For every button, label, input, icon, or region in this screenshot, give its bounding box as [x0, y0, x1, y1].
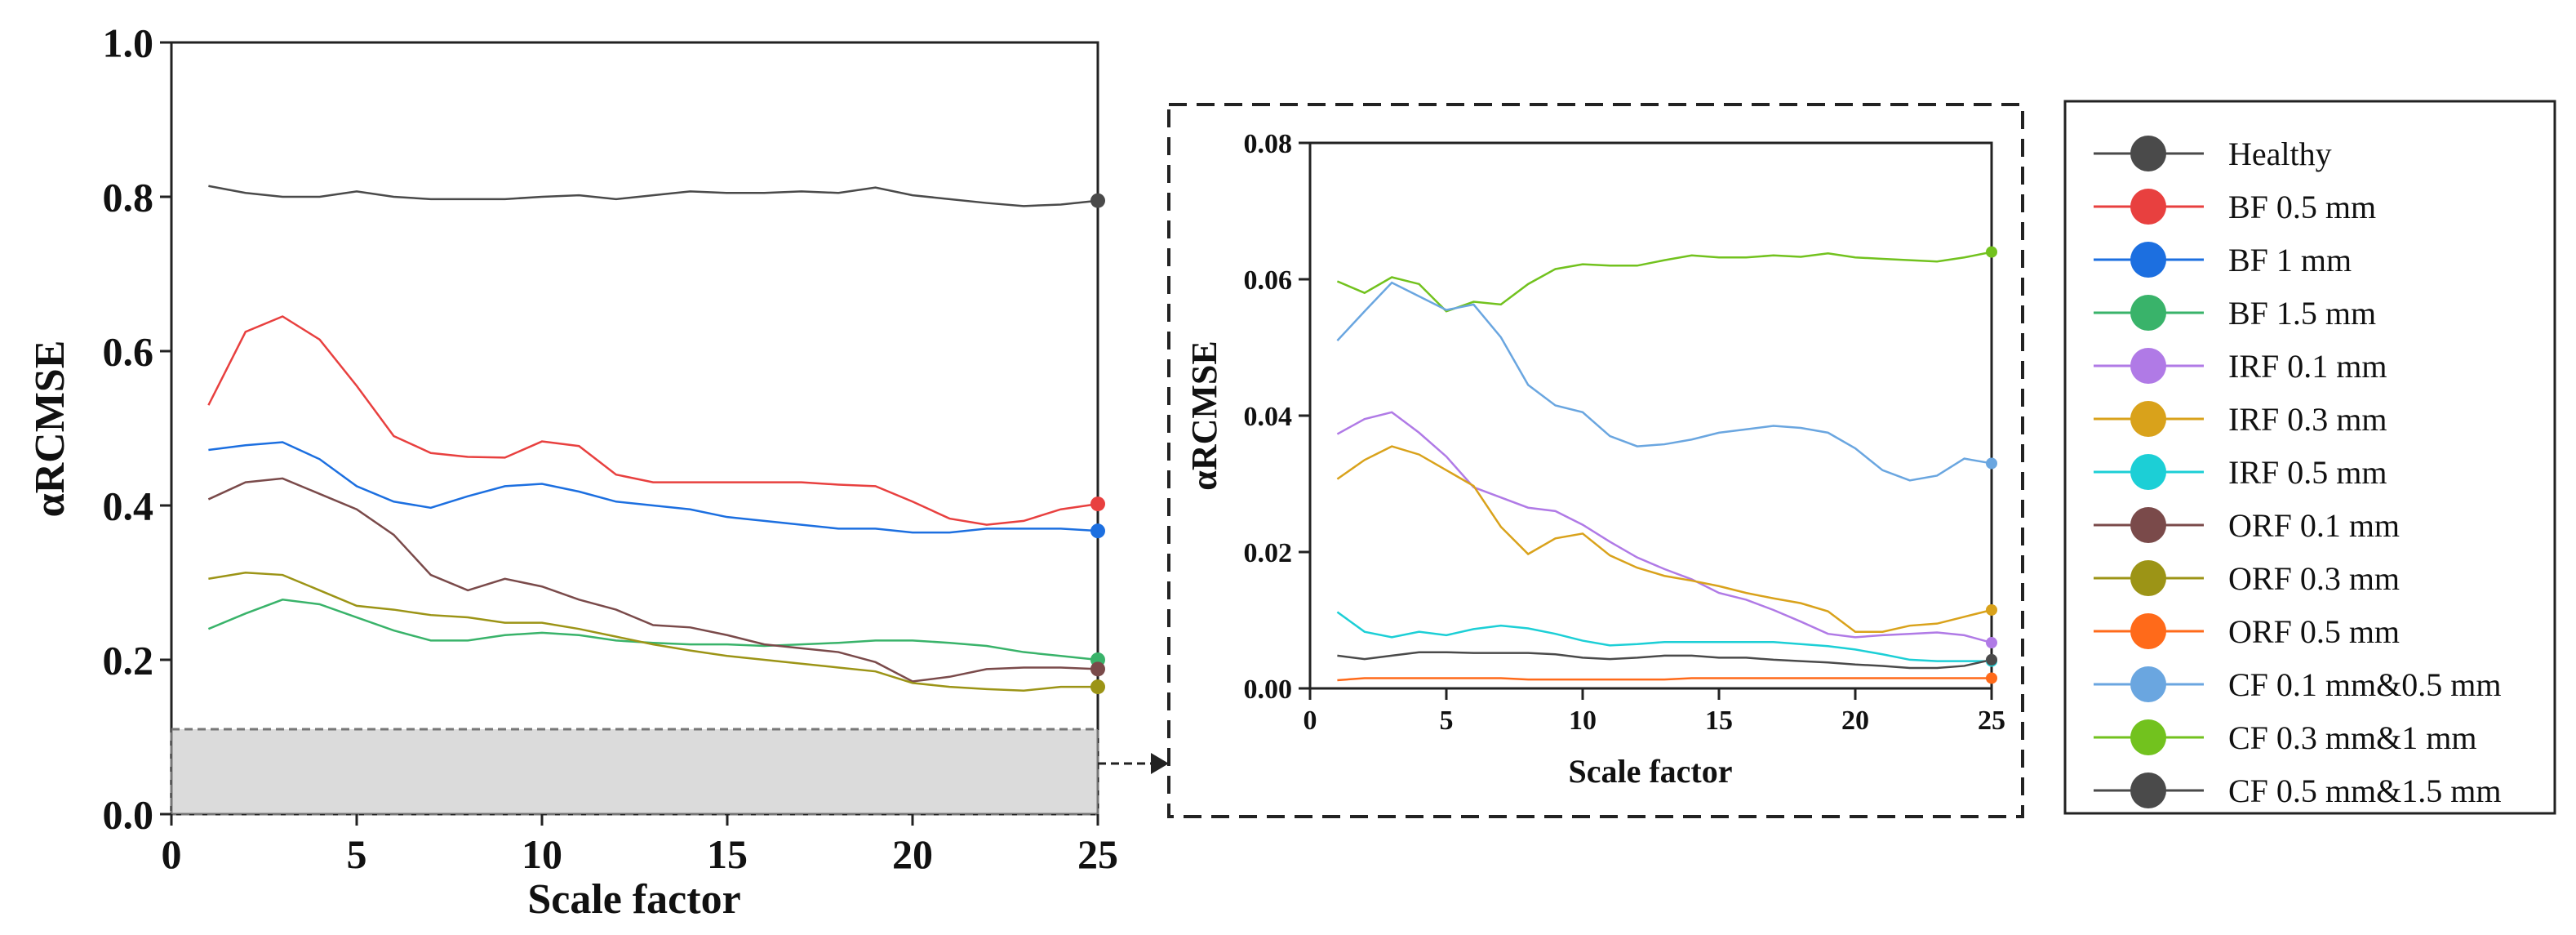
series-line	[1337, 677, 1992, 682]
legend-marker-icon	[2130, 348, 2166, 384]
legend-label: IRF 0.3 mm	[2228, 401, 2387, 438]
series-line	[207, 599, 1099, 661]
series-line	[1336, 251, 1992, 313]
legend-marker-icon	[2130, 454, 2166, 490]
x-tick-label: 15	[1705, 706, 1733, 736]
series-end-marker	[1090, 661, 1105, 677]
legend-label: IRF 0.1 mm	[2228, 348, 2387, 385]
series-end-marker	[1090, 193, 1105, 208]
x-tick-label: 10	[522, 831, 562, 877]
series-end-marker	[1986, 457, 1997, 470]
legend-marker-icon	[2130, 560, 2166, 596]
y-tick-label: 0.08	[1244, 129, 1293, 159]
x-tick-label: 0	[1304, 706, 1317, 736]
x-tick-label: 15	[707, 831, 748, 877]
legend-marker-icon	[2130, 719, 2166, 755]
series-line	[208, 185, 1099, 207]
x-tick-label: 25	[1978, 706, 2005, 736]
legend-label: BF 1 mm	[2228, 242, 2352, 278]
y-tick-label: 0.00	[1244, 675, 1293, 705]
series-line	[207, 477, 1099, 683]
arrow-head-icon	[1151, 753, 1169, 774]
y-tick-label: 0.2	[103, 638, 154, 683]
y-tick-label: 0.8	[103, 175, 154, 220]
legend-marker-icon	[2130, 666, 2166, 702]
legend-label: BF 1.5 mm	[2228, 295, 2376, 332]
inset-plot-frame	[1308, 141, 1993, 690]
y-tick-label: 0.0	[103, 792, 154, 838]
main-y-axis-label: αRCMSE	[27, 341, 73, 518]
series-end-marker	[1986, 603, 1997, 616]
series-end-marker	[1090, 523, 1105, 539]
main-x-axis-label: Scale factor	[527, 876, 740, 923]
y-tick-label: 0.4	[103, 483, 154, 529]
series-line	[208, 571, 1098, 692]
legend-label: CF 0.3 mm&1 mm	[2228, 719, 2477, 756]
x-tick-label: 10	[1569, 706, 1597, 736]
inset-dashed-border	[1167, 103, 2024, 818]
legend-label: CF 0.1 mm&0.5 mm	[2228, 666, 2502, 703]
legend-marker-icon	[2130, 136, 2166, 171]
legend-label: ORF 0.5 mm	[2228, 613, 2400, 650]
series-line	[1336, 281, 1992, 482]
legend-marker-icon	[2130, 401, 2166, 437]
legend-marker-icon	[2130, 189, 2166, 225]
legend-label: ORF 0.3 mm	[2228, 560, 2400, 597]
legend-marker-icon	[2130, 295, 2166, 331]
legend-label: BF 0.5 mm	[2228, 189, 2376, 225]
y-tick-label: 0.6	[103, 329, 154, 375]
zoom-highlight-box	[170, 728, 1099, 816]
y-tick-label: 0.02	[1244, 538, 1293, 568]
legend-label: CF 0.5 mm&1.5 mm	[2228, 772, 2502, 809]
x-tick-label: 20	[892, 831, 933, 877]
legend-label: ORF 0.1 mm	[2228, 507, 2400, 544]
inset-arrow	[1098, 753, 1169, 774]
series-end-marker	[1090, 496, 1105, 512]
series-line	[1336, 611, 1992, 662]
y-tick-label: 0.04	[1244, 402, 1293, 432]
x-tick-label: 5	[1440, 706, 1454, 736]
inset-chart: 0 5 10 15 20 25 0.00 0.02 0.04 0.06 0.08 Scale fac…	[1184, 129, 2005, 790]
series-end-marker	[1986, 246, 1997, 258]
main-plot-frame	[170, 41, 1099, 816]
y-tick-label: 1.0	[103, 20, 154, 66]
legend-marker-icon	[2130, 613, 2166, 649]
legend-marker-icon	[2130, 507, 2166, 543]
series-line	[208, 441, 1099, 534]
series-line	[1336, 445, 1992, 633]
series-end-marker	[1090, 679, 1105, 695]
x-tick-label: 5	[347, 831, 367, 877]
legend-marker-icon	[2130, 242, 2166, 278]
x-tick-label: 25	[1077, 831, 1118, 877]
series-end-marker	[1986, 672, 1997, 684]
x-tick-label: 0	[162, 831, 182, 877]
legend-label: IRF 0.5 mm	[2228, 454, 2387, 491]
series-end-marker	[1986, 653, 1997, 666]
inset-x-axis-label: Scale factor	[1568, 753, 1732, 790]
legend-label: Healthy	[2228, 136, 2332, 172]
series-line	[1336, 411, 1992, 644]
y-tick-label: 0.06	[1244, 265, 1293, 296]
series-line	[1337, 651, 1992, 670]
series-line	[207, 315, 1099, 526]
x-tick-label: 20	[1841, 706, 1869, 736]
series-end-marker	[1986, 637, 1997, 649]
legend: Healthy BF 0.5 mm BF 1 mm BF 1.5 mm IRF 0.1 …	[2094, 136, 2502, 809]
main-chart: 0 5 10 15 20 25 0.0 0.2 0.4 0.6 0.8 1.0 Scale facto…	[27, 20, 1118, 924]
legend-marker-icon	[2130, 772, 2166, 808]
inset-y-axis-label: αRCMSE	[1184, 341, 1224, 490]
